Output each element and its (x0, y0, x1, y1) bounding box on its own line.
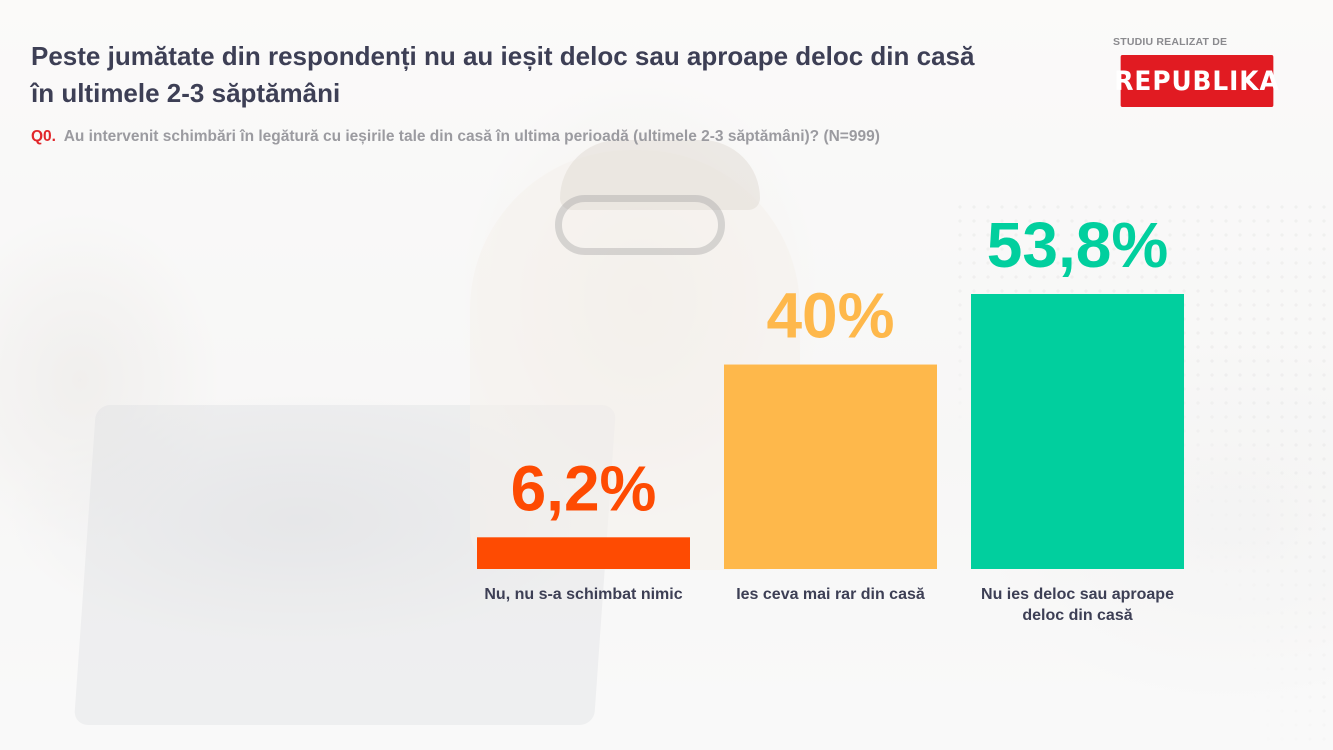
category-label-2: Ies ceva mai rar din casă (736, 586, 925, 603)
question-code: Q0. (31, 128, 56, 145)
value-label-2: 40% (766, 280, 894, 352)
category-label-line: Nu ies deloc sau aproape (981, 586, 1174, 603)
category-label-3: Nu ies deloc sau aproape deloc din casă (981, 586, 1174, 624)
bar-2 (724, 364, 937, 569)
brand-caption: STUDIU REALIZAT DE (1113, 36, 1228, 48)
chart-title: Peste jumătate din respondenți nu au ieș… (31, 41, 975, 108)
value-label-3: 53,8% (987, 209, 1168, 281)
category-label-1: Nu, nu s-a schimbat nimic (484, 586, 682, 603)
category-label-line: Ies ceva mai rar din casă (736, 586, 925, 603)
background-hair (560, 140, 760, 210)
category-label-line: deloc din casă (1022, 607, 1132, 624)
category-label-line: Nu, nu s-a schimbat nimic (484, 586, 682, 603)
value-label-1: 6,2% (511, 452, 657, 524)
republika-logo: REPUBLIKA (1114, 55, 1279, 107)
bar-1 (477, 537, 690, 569)
background-glasses (555, 195, 725, 255)
bar-3 (971, 294, 1184, 569)
question-text: Au intervenit schimbări în legătură cu i… (63, 128, 880, 145)
question-line: Q0. Au intervenit schimbări în legătură … (31, 128, 1031, 146)
